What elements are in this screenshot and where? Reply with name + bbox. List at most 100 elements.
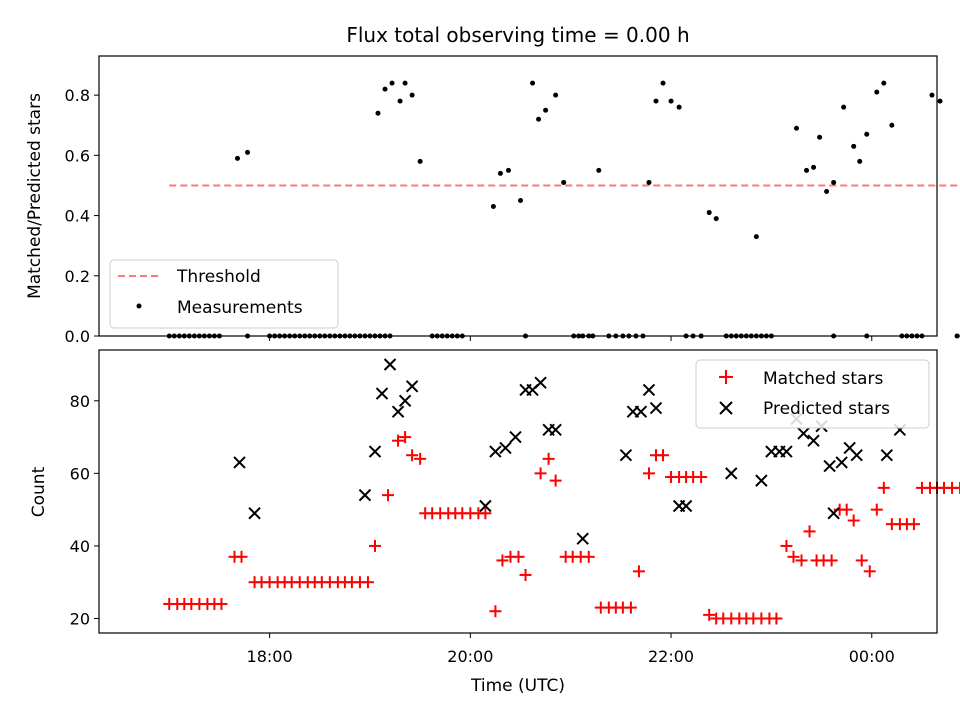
bottom-marks bbox=[163, 358, 960, 625]
measurement-point bbox=[929, 92, 935, 98]
measurement-point bbox=[937, 98, 943, 104]
matched-star-point bbox=[803, 525, 816, 538]
measurement-point bbox=[543, 107, 549, 113]
measurement-point bbox=[857, 158, 863, 164]
matched-star-point bbox=[382, 489, 395, 502]
measurement-point bbox=[831, 179, 837, 185]
measurement-point bbox=[530, 80, 536, 86]
top-y-axis-label: Matched/Predicted stars bbox=[25, 93, 45, 299]
matched-star-point bbox=[489, 605, 502, 618]
matched-star-point bbox=[825, 554, 838, 567]
legend-measurements-swatch bbox=[136, 303, 142, 309]
measurement-point bbox=[536, 116, 542, 122]
measurement-point bbox=[660, 80, 666, 86]
predicted-star-point bbox=[880, 449, 894, 462]
measurement-point bbox=[817, 134, 823, 140]
matched-star-point bbox=[840, 503, 853, 516]
legend-matched-swatch bbox=[719, 370, 733, 384]
matched-star-point bbox=[368, 539, 381, 552]
matched-star-point bbox=[632, 565, 645, 578]
matched-star-point bbox=[549, 474, 562, 487]
top-axes-frame bbox=[98, 55, 938, 337]
bottom-x-tick-label: 00:00 bbox=[849, 647, 895, 666]
predicted-star-point bbox=[780, 445, 793, 458]
matched-star-point bbox=[954, 481, 960, 494]
top-y-tick-label: 0.6 bbox=[65, 146, 90, 165]
matched-star-point bbox=[642, 467, 655, 480]
matched-star-point bbox=[235, 550, 248, 563]
measurement-point bbox=[417, 158, 423, 164]
x-axis-label: Time (UTC) bbox=[470, 676, 565, 696]
predicted-star-point bbox=[807, 434, 820, 447]
matched-star-point bbox=[406, 449, 419, 462]
measurement-point bbox=[668, 98, 674, 104]
predicted-star-point bbox=[619, 449, 633, 462]
predicted-star-point bbox=[358, 488, 372, 502]
legend-predicted-swatch bbox=[719, 401, 733, 415]
top-panel: 0.00.20.40.60.8 Matched/Predicted stars … bbox=[25, 55, 960, 346]
measurement-point bbox=[561, 179, 567, 185]
legend-measurements-label: Measurements bbox=[177, 298, 303, 318]
top-y-ticks: 0.0 0.2 0.4 0.6 0.8 bbox=[65, 86, 99, 346]
matched-star-point bbox=[657, 449, 670, 462]
measurement-point bbox=[596, 167, 602, 173]
top-x-ticks bbox=[269, 336, 873, 341]
predicted-star-point bbox=[725, 467, 738, 480]
measurement-point bbox=[490, 204, 496, 210]
measurement-point bbox=[653, 98, 659, 104]
predicted-star-point bbox=[576, 532, 589, 545]
measurement-point bbox=[382, 86, 388, 92]
matched-star-point bbox=[877, 481, 890, 494]
measurement-point bbox=[375, 110, 381, 116]
matched-star-point bbox=[512, 550, 525, 563]
bottom-y-ticks: 20 40 60 80 bbox=[70, 392, 99, 628]
predicted-star-point bbox=[383, 358, 397, 371]
matched-star-point bbox=[582, 550, 595, 563]
predicted-star-point bbox=[642, 383, 656, 397]
legend-threshold-label: Threshold bbox=[176, 267, 261, 287]
measurement-point bbox=[497, 170, 503, 176]
predicted-star-point bbox=[823, 459, 836, 473]
measurement-point bbox=[864, 131, 870, 137]
predicted-star-point bbox=[755, 474, 768, 487]
measurement-point bbox=[851, 143, 857, 149]
bottom-axes-frame bbox=[98, 349, 938, 634]
top-y-tick-label: 0.4 bbox=[65, 207, 90, 226]
measurement-point bbox=[841, 104, 847, 110]
bottom-y-tick-label: 20 bbox=[70, 609, 90, 628]
top-y-tick-label: 0.0 bbox=[65, 327, 90, 346]
predicted-star-point bbox=[827, 507, 840, 520]
matched-star-point bbox=[695, 470, 708, 483]
matched-star-point bbox=[624, 601, 637, 614]
measurement-point bbox=[804, 167, 810, 173]
measurement-point bbox=[811, 164, 817, 170]
predicted-star-point bbox=[489, 445, 502, 458]
measurement-point bbox=[889, 122, 895, 128]
measurement-point bbox=[706, 210, 712, 216]
measurement-point bbox=[713, 216, 719, 222]
predicted-star-point bbox=[797, 427, 810, 440]
top-legend: Threshold Measurements bbox=[109, 259, 339, 329]
predicted-star-point bbox=[368, 445, 382, 458]
measurement-point bbox=[518, 198, 524, 204]
matched-star-point bbox=[392, 434, 405, 447]
measurement-point bbox=[389, 80, 395, 86]
predicted-star-point bbox=[398, 394, 412, 408]
matched-star-point bbox=[703, 608, 716, 621]
predicted-star-point bbox=[248, 507, 261, 520]
bottom-y-tick-label: 40 bbox=[70, 537, 90, 556]
legend-predicted-label: Predicted stars bbox=[763, 399, 890, 419]
matched-star-point bbox=[847, 514, 860, 527]
matched-star-point bbox=[414, 452, 427, 465]
measurement-point bbox=[245, 149, 251, 155]
bottom-x-tick-label: 22:00 bbox=[648, 647, 694, 666]
bottom-y-tick-label: 60 bbox=[70, 464, 90, 483]
measurement-point bbox=[505, 167, 511, 173]
matched-star-point bbox=[770, 612, 783, 625]
predicted-star-point bbox=[233, 456, 246, 469]
matched-star-point bbox=[795, 554, 808, 567]
measurement-point bbox=[676, 104, 682, 110]
predicted-star-point bbox=[534, 376, 547, 389]
predicted-star-point bbox=[649, 401, 663, 415]
